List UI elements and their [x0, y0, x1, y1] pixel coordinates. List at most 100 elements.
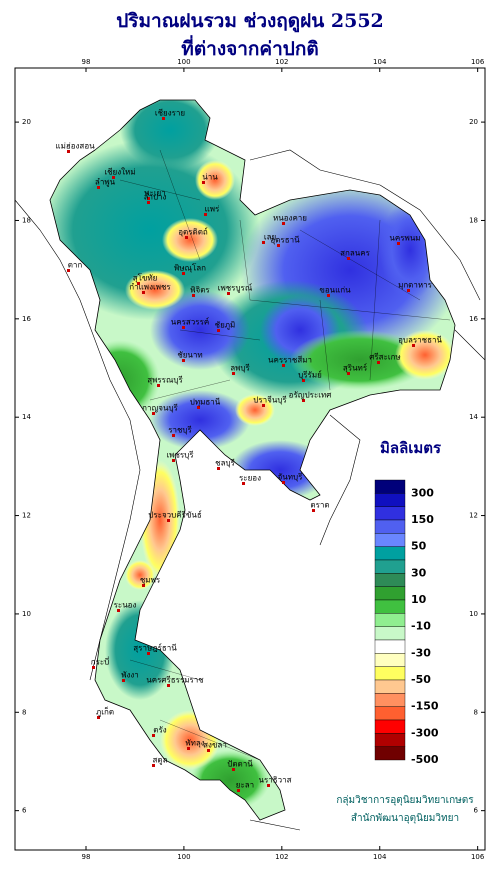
place-label: เชียงใหม่ — [104, 168, 135, 177]
legend-swatch — [374, 506, 406, 521]
legend-swatch — [374, 533, 406, 547]
place-label: กาญจนบุรี — [142, 404, 178, 413]
place-label: นราธิวาส — [258, 776, 291, 785]
place-marker — [97, 716, 100, 719]
y-tick-label: 10 — [22, 610, 31, 618]
place-label: แพร่ — [205, 205, 220, 214]
legend-swatch — [374, 546, 406, 561]
place-label: สุโขทัย — [133, 273, 158, 283]
place-label: พิษณุโลก — [174, 263, 206, 273]
legend-swatch — [374, 719, 406, 734]
place-label: ขอนแก่น — [319, 286, 351, 295]
place-marker — [167, 684, 170, 687]
legend-swatch — [374, 519, 406, 534]
y-tick-label: 20 — [22, 118, 31, 126]
place-marker — [237, 789, 240, 792]
place-label: อุบลราชธานี — [398, 336, 442, 345]
y-tick-label: 8 — [474, 708, 478, 716]
place-marker — [152, 412, 155, 415]
place-label: สงขลา — [203, 741, 227, 750]
place-label: จันทบุรี — [278, 473, 304, 482]
place-marker — [407, 289, 410, 292]
province-borders — [119, 149, 451, 761]
y-tick-label: 14 — [469, 413, 478, 421]
legend-swatch — [374, 493, 406, 507]
place-marker — [327, 294, 330, 297]
y-tick-label: 18 — [469, 216, 478, 224]
x-tick-label: 100 — [177, 853, 190, 861]
place-marker — [152, 734, 155, 737]
place-label: ระยอง — [239, 474, 261, 483]
place-label: กำแพงเพชร — [129, 283, 171, 292]
place-marker — [282, 222, 285, 225]
place-label: ลพบุรี — [230, 364, 250, 373]
x-tick-label: 98 — [82, 58, 91, 66]
place-marker — [137, 282, 140, 285]
place-label: ชัยนาท — [177, 351, 202, 360]
place-label: ระนอง — [114, 601, 137, 610]
y-tick-label: 8 — [22, 708, 26, 716]
place-label: เลย — [264, 233, 276, 242]
place-label: สุราษฎร์ธานี — [133, 643, 177, 653]
place-label: ภูเก็ต — [96, 707, 114, 718]
place-label: ชัยภูมิ — [215, 321, 236, 331]
place-marker — [172, 459, 175, 462]
place-label: แม่ฮ่องสอน — [55, 142, 95, 151]
legend-label: -150 — [411, 700, 439, 713]
place-marker — [172, 434, 175, 437]
x-tick-label: 100 — [177, 58, 190, 66]
place-label: กระบี่ — [91, 656, 110, 667]
place-label: บุรีรัมย์ — [298, 370, 322, 380]
place-marker — [157, 384, 160, 387]
place-label: อุตรดิตถ์ — [178, 227, 208, 237]
place-marker — [397, 242, 400, 245]
y-tick-label: 16 — [22, 315, 31, 323]
place-marker — [147, 197, 150, 200]
place-label: พัทลุง — [185, 739, 204, 748]
place-marker — [185, 236, 188, 239]
place-marker — [142, 584, 145, 587]
place-marker — [217, 467, 220, 470]
place-label: อรัญประเทศ — [289, 391, 332, 400]
legend-swatch — [374, 679, 406, 694]
place-label: ปทุมธานี — [190, 398, 221, 407]
place-marker — [204, 213, 207, 216]
coastline — [14, 199, 141, 681]
place-label: หนองคาย — [273, 214, 307, 223]
place-label: ปราจีนบุรี — [253, 396, 287, 405]
place-marker — [162, 117, 165, 120]
y-tick-label: 18 — [22, 216, 31, 224]
place-label: ตราด — [310, 501, 329, 510]
place-marker — [227, 292, 230, 295]
place-label: เพชรบูรณ์ — [218, 283, 253, 294]
place-marker — [262, 241, 265, 244]
place-label: ชุมพร — [140, 576, 161, 585]
legend-label: 150 — [411, 513, 434, 526]
place-label: เพชรบุรี — [166, 451, 194, 460]
place-marker — [117, 609, 120, 612]
place-marker — [147, 652, 150, 655]
legend-label: -30 — [411, 646, 431, 659]
legend-label: -10 — [411, 620, 431, 633]
legend-swatch — [374, 479, 406, 494]
legend-label: 300 — [411, 486, 434, 499]
legend-title: มิลลิเมตร — [380, 439, 442, 457]
place-marker — [377, 361, 380, 364]
legend-swatch — [374, 653, 406, 667]
place-label: น่าน — [202, 173, 218, 182]
place-label: ประจวบคีรีขันธ์ — [148, 510, 202, 520]
place-label: อุดรธานี — [270, 236, 300, 245]
legend-label: -300 — [411, 726, 439, 739]
place-marker — [167, 519, 170, 522]
place-label: สตูล — [153, 756, 168, 766]
place-marker — [242, 482, 245, 485]
x-tick-label: 102 — [275, 58, 288, 66]
subtitle: ที่ต่างจากค่าปกติ — [181, 35, 318, 60]
place-label: นครสวรรค์ — [171, 317, 209, 327]
place-marker — [182, 326, 185, 329]
place-marker — [282, 364, 285, 367]
place-label: ราชบุรี — [168, 426, 192, 435]
place-marker — [347, 257, 350, 260]
place-marker — [202, 181, 205, 184]
place-label: มุกดาหาร — [398, 281, 433, 290]
